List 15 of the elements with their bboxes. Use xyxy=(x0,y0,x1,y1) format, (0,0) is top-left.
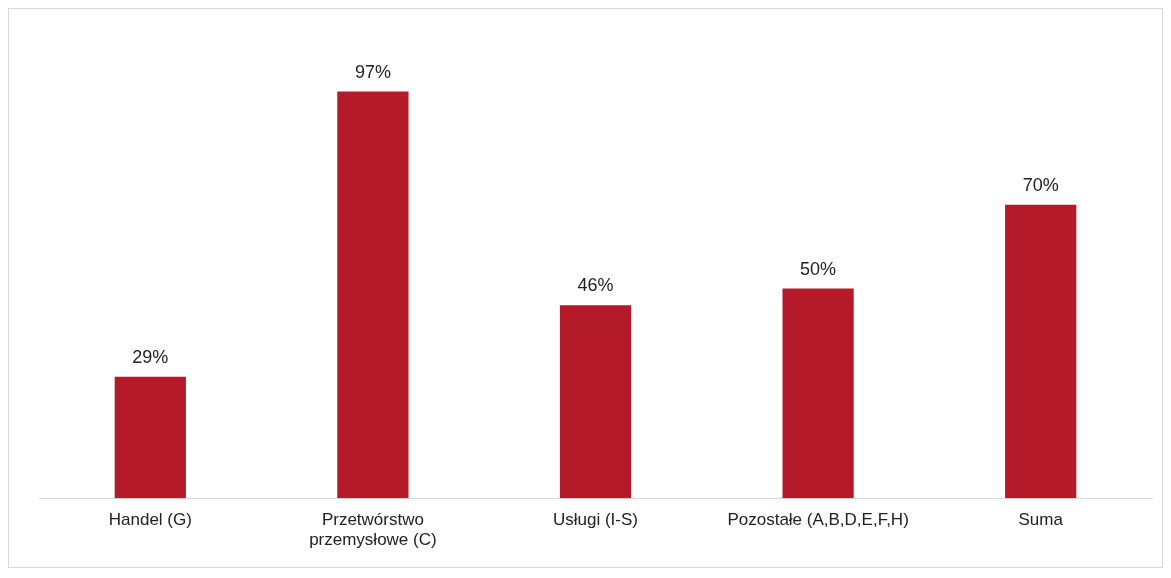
bar xyxy=(559,305,632,499)
data-label: 50% xyxy=(800,258,837,279)
data-label: 46% xyxy=(577,275,614,296)
bar xyxy=(1005,204,1077,499)
x-tick-label: Przetwórstwo przemysłowe (C) xyxy=(309,510,437,550)
x-tick-label: Pozostałe (A,B,D,E,F,H) xyxy=(727,510,909,530)
bar xyxy=(337,91,409,499)
x-tick-label: Suma xyxy=(1018,510,1064,530)
x-tick-label: Handel (G) xyxy=(108,510,192,530)
data-label: 97% xyxy=(354,61,391,82)
data-label: 70% xyxy=(1022,174,1059,195)
bar xyxy=(782,288,854,499)
data-label: 29% xyxy=(132,346,169,367)
bar xyxy=(114,376,186,499)
x-tick-label: Usługi (I-S) xyxy=(552,510,639,530)
